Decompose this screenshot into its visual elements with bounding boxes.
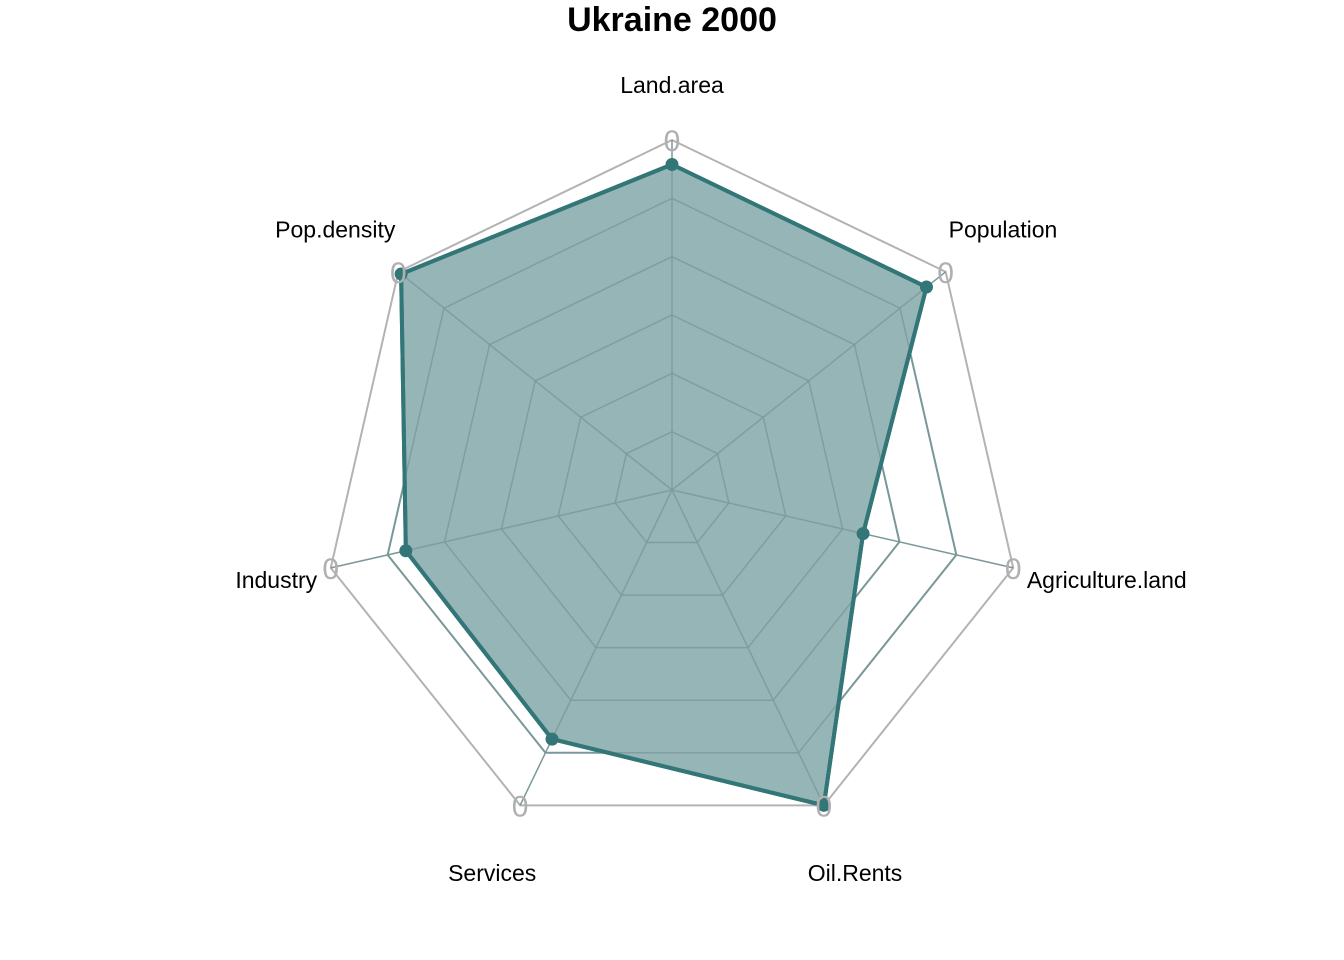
spoke-overlay-4 xyxy=(551,489,673,740)
axis-label-agriculture-land: Agriculture.land xyxy=(1027,567,1187,593)
data-point-land-area xyxy=(665,158,679,171)
grid-ring-6 xyxy=(329,138,1015,807)
axis-max-label: 0 xyxy=(816,790,833,823)
axis-label-land-area: Land.area xyxy=(620,72,724,98)
spoke-overlay-1 xyxy=(671,286,927,491)
data-point-agriculture-land xyxy=(856,527,870,541)
axis-max-label: 0 xyxy=(322,553,339,586)
axis-label-oil-rents: Oil.Rents xyxy=(808,860,903,886)
spoke-overlay-5 xyxy=(405,489,673,552)
axis-label-pop-density: Pop.density xyxy=(275,216,396,242)
grid-overlay-ring-3 xyxy=(500,314,844,649)
grid-overlay-ring-2 xyxy=(557,372,787,596)
axis-max-label: 0 xyxy=(664,125,681,158)
data-point-pop-density xyxy=(394,267,408,281)
spoke-overlay-6 xyxy=(400,273,673,491)
radar-axis-labels: 0 0 0 0 0 0 0 Land.area Population Agriculture.la… xyxy=(235,72,1186,886)
axis-max-label: 0 xyxy=(390,257,407,290)
spoke-overlay-2 xyxy=(671,489,864,535)
grid-overlay-ring-1 xyxy=(614,430,730,544)
data-point-population xyxy=(919,280,933,294)
data-point-services xyxy=(545,732,559,746)
radar-series xyxy=(386,158,958,812)
data-point-industry xyxy=(399,544,413,558)
axis-label-population: Population xyxy=(949,216,1058,242)
axis-max-label: 0 xyxy=(512,790,529,823)
axis-max-label: 0 xyxy=(937,257,954,290)
spoke-overlay-3 xyxy=(671,489,825,806)
series-line-0 xyxy=(399,162,929,808)
grid-overlay-ring-4 xyxy=(443,255,901,701)
axis-max-label: 0 xyxy=(1005,553,1022,586)
chart-title: Ukraine 2000 xyxy=(567,1,777,39)
axis-label-services: Services xyxy=(448,860,536,886)
data-point-oil-rents xyxy=(817,798,831,812)
axis-label-industry: Industry xyxy=(235,567,317,593)
